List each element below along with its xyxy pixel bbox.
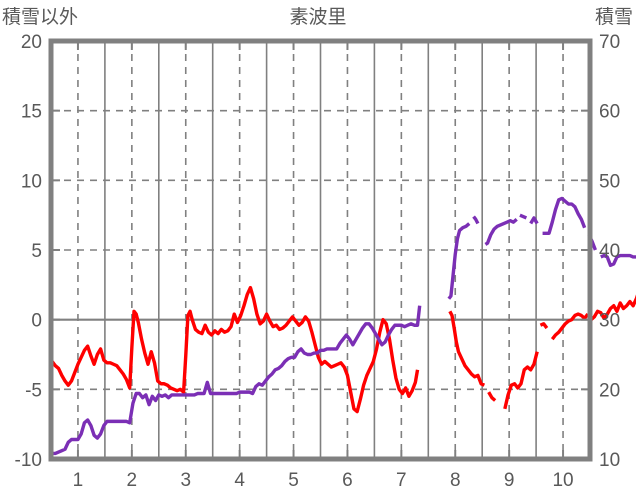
right-axis-title: 積雪 (594, 7, 633, 28)
tick-label-right: 70 (599, 32, 620, 53)
series-segment (472, 215, 480, 225)
series-segment (487, 391, 497, 402)
series-segment (529, 216, 539, 225)
tick-label-bottom: 4 (234, 470, 245, 491)
tick-label-left: 20 (21, 32, 42, 53)
series-segment (589, 294, 636, 321)
tick-label-right: 20 (599, 380, 620, 401)
series-snow-free (50, 285, 636, 414)
series-segment (52, 305, 422, 456)
series-segment (50, 285, 420, 414)
tick-label-left: 0 (31, 311, 42, 332)
series-segment (503, 351, 539, 410)
tick-label-bottom: 5 (288, 470, 299, 491)
tick-label-bottom: 10 (552, 470, 573, 491)
tick-label-bottom: 9 (504, 470, 515, 491)
series-segment (542, 196, 587, 235)
series-segment (539, 322, 549, 330)
tick-label-left: 5 (31, 241, 42, 262)
series-segment (448, 310, 486, 387)
tick-label-left: 10 (21, 171, 42, 192)
tick-label-right: 50 (599, 171, 620, 192)
tick-label-bottom: 2 (127, 470, 138, 491)
left-axis-title: 積雪以外 (2, 7, 79, 28)
series-segment (484, 218, 518, 246)
tick-label-bottom: 3 (180, 470, 191, 491)
tick-label-left: -5 (25, 380, 42, 401)
series-segment (447, 222, 471, 300)
tick-label-right: 40 (599, 241, 620, 262)
series-segment (550, 312, 590, 341)
tick-label-right: 60 (599, 102, 620, 123)
tick-label-left: -10 (15, 450, 42, 471)
tick-label-right: 10 (599, 450, 620, 471)
chart-title: 素波里 (289, 7, 347, 28)
tick-label-bottom: 1 (73, 470, 84, 491)
tick-label-left: 15 (21, 102, 42, 123)
tick-label-bottom: 8 (450, 470, 461, 491)
tick-label-right: 30 (599, 311, 620, 332)
tick-label-bottom: 7 (396, 470, 407, 491)
tick-label-bottom: 6 (342, 470, 353, 491)
series-segment (519, 213, 528, 220)
